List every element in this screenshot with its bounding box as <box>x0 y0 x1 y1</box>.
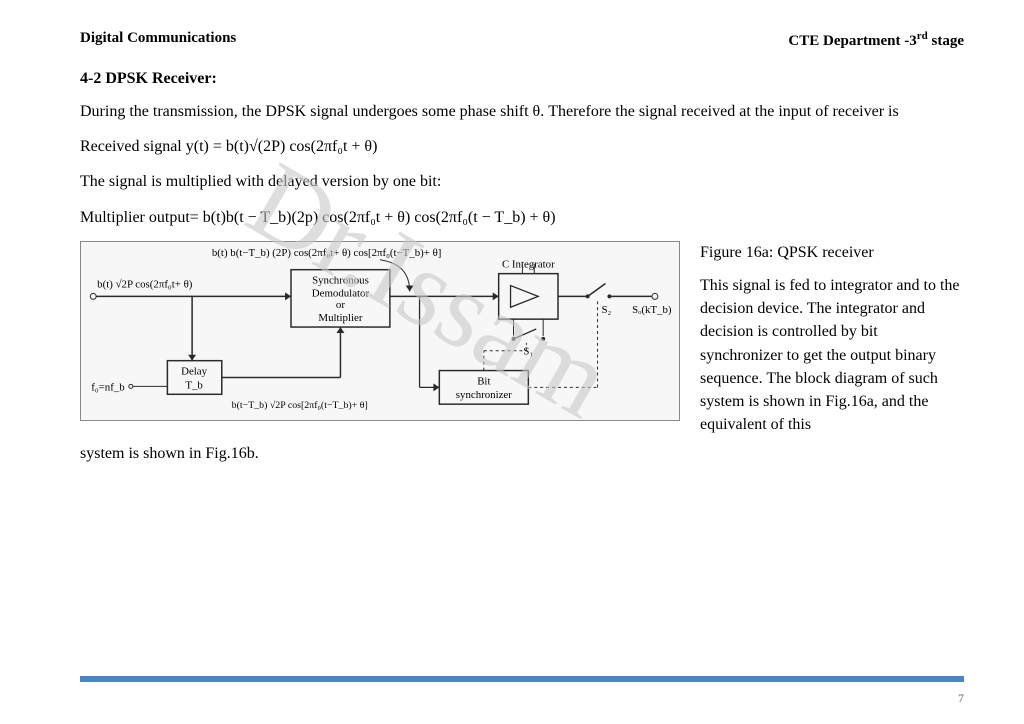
paragraph-intro: During the transmission, the DPSK signal… <box>80 100 964 123</box>
eq2-prefix: Multiplier output= <box>80 209 203 226</box>
eq1-prefix: Received signal <box>80 138 186 155</box>
aside-continuation: system is shown in Fig.16b. <box>80 442 964 465</box>
svg-text:Demodulator: Demodulator <box>312 287 370 299</box>
figure-16a: b(t) b(t−T_b) (2P) cos(2πf₀t+ θ) cos[2πf… <box>80 241 680 426</box>
svg-text:T_b: T_b <box>185 379 203 391</box>
diag-top-expr: b(t) b(t−T_b) (2P) cos(2πf₀t+ θ) cos[2πf… <box>212 247 442 259</box>
svg-text:S₁: S₁ <box>523 345 533 357</box>
svg-text:Bit: Bit <box>477 375 490 387</box>
equation-multiplier: Multiplier output= b(t)b(t − T_b)(2p) co… <box>80 206 964 229</box>
header-right-sup: rd <box>917 30 928 42</box>
section-title: 4-2 DPSK Receiver: <box>80 70 964 88</box>
header-right-suffix: stage <box>928 33 964 49</box>
header-right-prefix: CTE Department -3 <box>788 33 916 49</box>
page-header: Digital Communications CTE Department -3… <box>80 30 964 50</box>
equation-received: Received signal y(t) = b(t)√(2P) cos(2πf… <box>80 135 964 158</box>
svg-text:C Integrator: C Integrator <box>502 258 555 270</box>
diag-input-expr: b(t) √2P cos(2πf₀t+ θ) <box>97 278 193 290</box>
svg-text:b(t−T_b) √2P cos[2πf₀(t−T_b)+: b(t−T_b) √2P cos[2πf₀(t−T_b)+ θ] <box>232 400 368 411</box>
svg-text:Sₒ(kT_b): Sₒ(kT_b) <box>632 304 672 316</box>
svg-text:S₂: S₂ <box>602 304 612 316</box>
svg-text:f₀=nf_b: f₀=nf_b <box>91 381 125 393</box>
block-diagram-svg: b(t) b(t−T_b) (2P) cos(2πf₀t+ θ) cos[2πf… <box>80 241 680 421</box>
header-left: Digital Communications <box>80 30 236 50</box>
svg-text:Multiplier: Multiplier <box>318 312 362 324</box>
svg-text:synchronizer: synchronizer <box>456 389 512 401</box>
svg-text:or: or <box>336 299 345 311</box>
footer-rule <box>80 676 964 682</box>
svg-text:Delay: Delay <box>181 365 207 377</box>
page-number: 7 <box>958 691 964 706</box>
eq2-body: b(t)b(t − T_b)(2p) cos(2πf₀t + θ) cos(2π… <box>203 209 556 226</box>
svg-text:Synchronous: Synchronous <box>312 274 369 286</box>
eq1-body: y(t) = b(t)√(2P) cos(2πf₀t + θ) <box>186 138 378 155</box>
header-right: CTE Department -3rd stage <box>788 30 964 50</box>
paragraph-multiplied: The signal is multiplied with delayed ve… <box>80 170 964 193</box>
